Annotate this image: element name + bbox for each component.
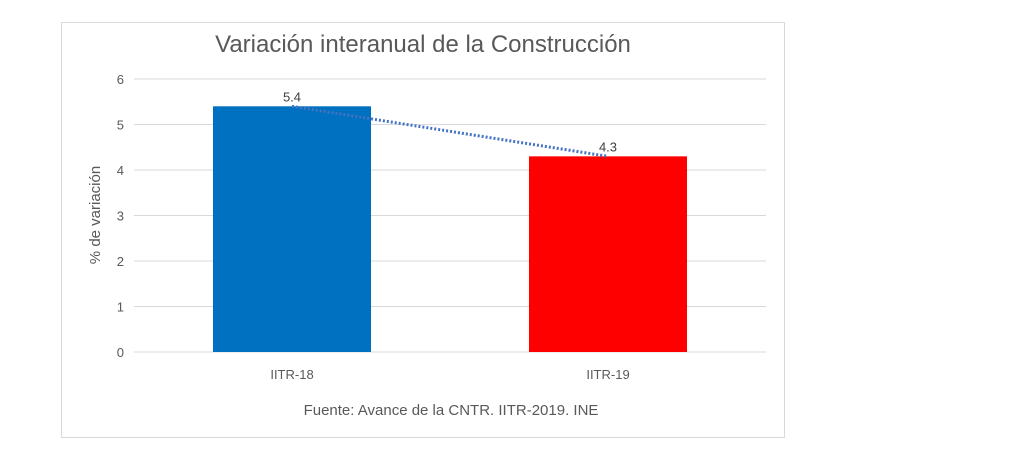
y-tick-label: 4 (117, 163, 124, 178)
y-tick-label: 3 (117, 209, 124, 224)
y-tick-label: 1 (117, 300, 124, 315)
chart-title: Variación interanual de la Construcción (215, 31, 631, 58)
y-tick-label: 5 (117, 118, 124, 133)
data-label: 5.4 (283, 89, 301, 104)
bar-iitr-19 (529, 156, 687, 352)
y-tick-label: 6 (117, 72, 124, 87)
data-label: 4.3 (599, 139, 617, 154)
y-axis-ticks: 0 1 2 3 4 5 6 (117, 72, 124, 360)
x-axis-ticks: IITR-18 IITR-19 (270, 367, 629, 382)
x-tick-label: IITR-18 (270, 367, 313, 382)
source-note: Fuente: Avance de la CNTR. IITR-2019. IN… (304, 402, 599, 419)
bars (213, 106, 687, 352)
x-tick-label: IITR-19 (586, 367, 629, 382)
y-axis-label: % de variación (87, 166, 104, 264)
trendline (291, 104, 609, 158)
data-labels: 5.4 4.3 (283, 89, 617, 154)
bar-iitr-18 (213, 106, 371, 352)
y-tick-label: 0 (117, 345, 124, 360)
y-tick-label: 2 (117, 254, 124, 269)
trendline-path (291, 104, 609, 158)
